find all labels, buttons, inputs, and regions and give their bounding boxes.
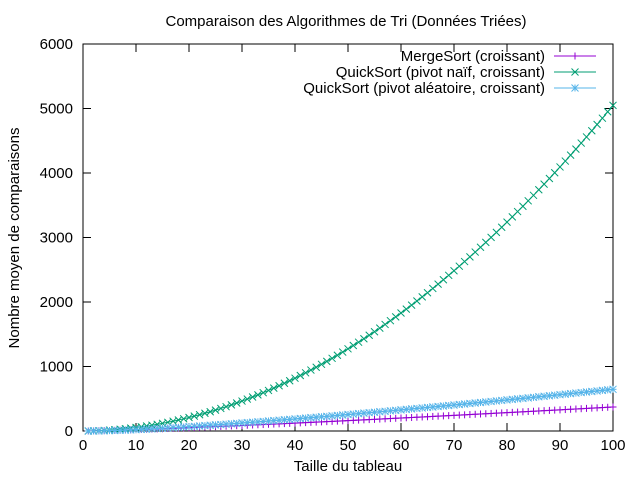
legend: MergeSort (croissant)QuickSort (pivot na… [303,48,596,97]
series-line [88,105,614,432]
series-layer [84,101,617,435]
x-tick-label: 100 [600,437,625,454]
plot-area [82,43,614,432]
x-axis-label: Taille du tableau [294,458,402,475]
series-1 [84,403,617,435]
plot-frame [82,43,614,432]
legend-label: MergeSort (croissant) [401,48,545,65]
x-tick-label: 80 [499,437,516,454]
legend-swatch-marker [571,52,579,60]
x-tick-label: 30 [234,437,251,454]
x-tick-label: 40 [287,437,304,454]
series-3 [84,385,617,435]
y-tick-label: 1000 [40,359,73,376]
x-tick-label: 20 [181,437,198,454]
series-2 [84,101,617,435]
y-tick-label: 4000 [40,165,73,182]
y-axis-label: Nombre moyen de comparaisons [6,128,23,349]
y-tick-label: 2000 [40,294,73,311]
legend-swatch-marker [571,68,579,76]
legend-entry: MergeSort (croissant) [401,48,596,65]
series-line [88,388,614,432]
legend-label: QuickSort (pivot aléatoire, croissant) [303,80,545,97]
series-markers [84,101,617,435]
x-tick-label: 70 [446,437,463,454]
legend-entry: QuickSort (pivot aléatoire, croissant) [303,80,596,97]
legend-swatch-marker [571,84,579,92]
x-tick-label: 0 [79,437,87,454]
series-markers [84,385,617,435]
y-tick-label: 6000 [40,36,73,53]
legend-label: QuickSort (pivot naïf, croissant) [336,64,545,81]
x-tick-label: 10 [128,437,145,454]
legend-entry: QuickSort (pivot naïf, croissant) [336,64,596,81]
x-axis-ticks: 0 10 20 30 40 50 60 70 80 90 100 [79,44,626,454]
y-tick-label: 3000 [40,230,73,247]
x-tick-label: 50 [340,437,357,454]
chart-title: Comparaison des Algorithmes de Tri (Donn… [166,13,527,30]
y-tick-label: 0 [65,423,73,440]
y-tick-label: 5000 [40,101,73,118]
x-tick-label: 90 [552,437,569,454]
x-tick-label: 60 [393,437,410,454]
